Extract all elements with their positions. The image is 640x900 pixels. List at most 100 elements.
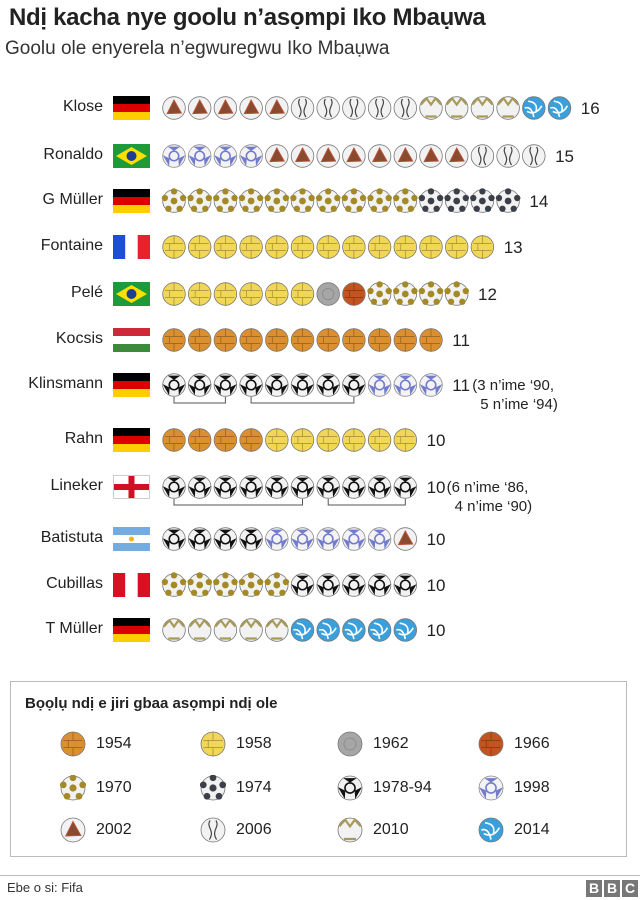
ball-1954 (290, 328, 315, 352)
ball-2014 (393, 618, 418, 642)
ball-1998 (393, 373, 418, 397)
ball-1958 (290, 235, 315, 259)
flag-france (113, 235, 150, 259)
ball-1954 (419, 328, 443, 352)
ball-2002 (393, 144, 418, 168)
ball-1962 (337, 731, 363, 757)
ball-1978-94 (316, 573, 340, 597)
ball-2014 (290, 618, 315, 642)
ball-1974 (470, 188, 495, 213)
ball-1958 (265, 235, 289, 259)
ball-2002 (162, 96, 186, 120)
ball-1978-94 (316, 373, 340, 397)
chart-subtitle: Goolu ole enyerela n’egwuregwu Iko Mbaụw… (5, 38, 390, 59)
ball-1970 (161, 188, 187, 213)
ball-2006 (316, 96, 340, 120)
player-row: Ronaldo 15 (0, 141, 640, 171)
ball-1958 (470, 235, 495, 259)
ball-1978-94 (188, 373, 212, 397)
ball-1978-94 (342, 373, 366, 397)
ball-1954 (342, 328, 366, 352)
ball-1966 (342, 282, 366, 306)
ball-2010 (162, 618, 186, 642)
ball-1998 (367, 373, 392, 397)
ball-1954 (188, 328, 212, 352)
legend-title: Bọọlụ ndị e jiri gbaa asọmpi ndị ole (25, 695, 278, 712)
ball-row (162, 373, 443, 404)
ball-2010 (419, 96, 443, 120)
player-name: Klose (62, 98, 103, 115)
ball-1978-94 (162, 475, 186, 499)
legend-label: 1958 (236, 735, 272, 752)
ball-1958 (239, 235, 263, 259)
legend-label: 1998 (514, 779, 550, 796)
ball-1962 (316, 282, 340, 306)
player-row: T Müller 10 (0, 615, 640, 645)
goal-count: 10 (426, 478, 446, 497)
ball-1978-94 (162, 527, 186, 551)
ball-2006 (496, 144, 520, 168)
ball-1958 (367, 428, 392, 452)
ball-1998 (419, 373, 443, 397)
ball-1978-94 (290, 475, 315, 499)
ball-1970 (393, 281, 418, 306)
ball-1978-94 (188, 475, 212, 499)
ball-1958 (265, 282, 289, 306)
ball-1958 (316, 428, 340, 452)
ball-row (162, 428, 418, 452)
ball-2010 (188, 618, 212, 642)
ball-row (162, 281, 469, 306)
flag-germany (113, 428, 150, 452)
goal-count: 10 (426, 530, 446, 549)
source-note: Ebe o si: Fifa (7, 880, 83, 895)
ball-2006 (393, 96, 418, 120)
ball-2010 (239, 618, 263, 642)
ball-2006 (342, 96, 366, 120)
ball-2002 (265, 96, 289, 120)
ball-2002 (445, 144, 469, 168)
ball-1970 (238, 572, 264, 597)
ball-1958 (265, 428, 289, 452)
ball-1978-94 (213, 373, 238, 397)
ball-1978-94 (239, 527, 263, 551)
ball-row (162, 235, 495, 259)
ball-2002 (342, 144, 366, 168)
ball-1978-94 (265, 373, 289, 397)
ball-1958 (342, 428, 366, 452)
goal-count: 16 (580, 99, 600, 118)
ball-1958 (393, 235, 418, 259)
ball-1958 (342, 235, 366, 259)
flag-germany (113, 96, 150, 120)
goal-count: 10 (426, 576, 446, 595)
player-name: Kocsis (55, 330, 103, 347)
ball-row (162, 527, 418, 551)
ball-row (161, 188, 521, 213)
player-row: Batistuta 10 (0, 524, 640, 554)
ball-row (162, 618, 418, 642)
goal-count: 11 (452, 376, 470, 395)
ball-row (161, 572, 418, 597)
ball-1958 (200, 731, 226, 757)
ball-1958 (213, 282, 238, 306)
ball-2006 (522, 144, 546, 168)
ball-1998 (478, 775, 504, 801)
ball-2010 (213, 618, 238, 642)
ball-1974 (495, 188, 521, 213)
flag-peru (113, 573, 150, 597)
flag-argentina (113, 527, 150, 551)
player-name: Rahn (64, 430, 103, 447)
ball-2010 (337, 817, 363, 843)
ball-1970 (238, 188, 264, 213)
ball-1970 (213, 572, 238, 597)
player-row: Lineker 10 (6 n’ime ‘86, 4 n’ime ‘90) (0, 472, 640, 515)
note-line: 4 n’ime ‘90) (454, 498, 533, 515)
goal-count: 12 (478, 285, 497, 304)
player-name: Pelé (70, 284, 103, 301)
flag-hungary (113, 328, 150, 352)
goal-count: 10 (426, 621, 446, 640)
ball-1970 (213, 188, 238, 213)
flag-germany (113, 373, 150, 397)
player-row: Klose 16 (0, 93, 640, 123)
ball-1970 (264, 188, 290, 213)
ball-1954 (213, 328, 238, 352)
